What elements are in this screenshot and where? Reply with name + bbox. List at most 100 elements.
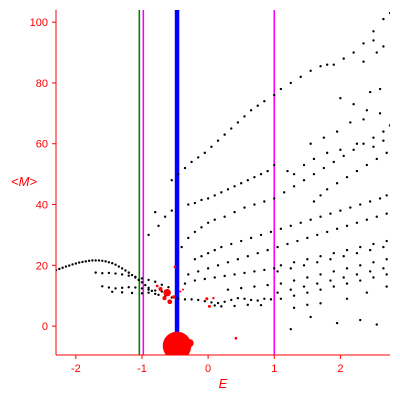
data-point-258	[345, 297, 349, 300]
data-point-224	[342, 255, 345, 258]
highlight-point-13	[181, 288, 185, 291]
data-point-146	[322, 166, 326, 170]
data-point-188	[385, 194, 388, 197]
data-point-154	[312, 200, 316, 203]
data-point-205	[345, 224, 349, 228]
data-point-193	[226, 261, 230, 264]
data-point-114	[256, 104, 259, 107]
data-point-227	[382, 245, 385, 249]
data-point-140	[263, 200, 266, 203]
data-point-182	[329, 212, 332, 215]
data-point-67	[210, 301, 213, 304]
data-point-70	[230, 298, 233, 302]
data-point-257	[319, 302, 322, 305]
highlight-point-1	[162, 331, 192, 355]
data-point-85	[200, 198, 203, 202]
data-point-226	[368, 248, 372, 252]
data-point-165	[365, 109, 369, 112]
data-point-145	[312, 172, 316, 176]
data-point-100	[154, 210, 157, 214]
data-point-91	[239, 182, 243, 185]
data-point-264	[375, 323, 378, 326]
data-point-168	[200, 255, 203, 258]
data-point-111	[236, 121, 240, 124]
y-tick-label: 40	[36, 200, 48, 212]
data-point-202	[316, 233, 319, 237]
data-point-33	[101, 272, 104, 275]
data-point-3	[61, 266, 64, 269]
plot-area	[56, 10, 390, 355]
data-point-125	[352, 51, 355, 54]
data-point-160	[365, 163, 369, 167]
data-point-296	[382, 45, 385, 48]
data-point-151	[372, 136, 375, 139]
data-point-12	[91, 259, 94, 262]
data-point-187	[378, 197, 382, 200]
data-point-248	[306, 291, 309, 294]
data-point-41	[154, 280, 157, 283]
data-point-20	[117, 265, 121, 268]
highlight-point-10	[212, 296, 215, 300]
data-point-131	[187, 236, 190, 240]
data-point-73	[249, 298, 253, 302]
data-point-213	[319, 255, 322, 258]
data-point-232	[332, 270, 335, 273]
data-point-39	[140, 277, 144, 280]
data-point-177	[279, 227, 283, 231]
data-point-141	[273, 197, 276, 200]
data-point-106	[203, 151, 207, 155]
highlight-point-14	[234, 336, 238, 340]
data-point-204	[335, 227, 339, 231]
data-point-115	[263, 99, 266, 103]
data-point-8	[77, 261, 81, 264]
data-point-133	[200, 226, 203, 229]
data-point-89	[226, 188, 230, 191]
data-point-104	[190, 160, 193, 164]
data-point-203	[325, 230, 329, 234]
data-point-174	[249, 236, 253, 240]
data-point-99	[163, 215, 167, 218]
data-point-86	[206, 197, 210, 200]
data-point-222	[316, 261, 319, 264]
data-point-7	[74, 262, 78, 265]
data-point-65	[196, 298, 200, 302]
data-point-48	[127, 286, 130, 289]
data-point-157	[335, 182, 339, 185]
data-point-286	[355, 142, 359, 145]
data-point-49	[134, 286, 137, 289]
data-point-223	[329, 258, 332, 261]
data-point-95	[266, 169, 269, 173]
data-point-183	[339, 209, 342, 212]
data-point-58	[147, 291, 150, 294]
data-point-102	[177, 172, 180, 176]
x-tick-label: 0	[205, 363, 211, 375]
data-point-237	[276, 291, 279, 294]
data-point-195	[246, 255, 250, 258]
data-point-27	[140, 281, 144, 284]
data-point-26	[137, 278, 140, 282]
y-tick-label: 0	[42, 321, 48, 333]
data-point-228	[279, 282, 283, 285]
data-point-269	[213, 276, 216, 279]
data-point-40	[147, 278, 150, 282]
data-point-181	[319, 215, 322, 218]
data-point-72	[243, 297, 246, 300]
data-point-255	[292, 306, 296, 310]
data-point-280	[292, 172, 296, 176]
data-point-163	[339, 96, 342, 100]
data-point-186	[368, 200, 372, 203]
data-point-235	[372, 261, 375, 264]
data-point-201	[306, 236, 309, 240]
y-axis-ticks: 0 20 40 60 80 100	[30, 17, 56, 333]
data-point-185	[359, 203, 362, 206]
data-point-118	[289, 81, 292, 85]
data-point-4	[64, 265, 68, 268]
data-point-150	[362, 142, 365, 145]
data-point-46	[114, 287, 117, 290]
data-point-127	[372, 30, 375, 33]
data-point-178	[289, 224, 292, 228]
data-point-260	[385, 285, 388, 288]
data-point-23	[127, 271, 130, 274]
data-point-56	[130, 291, 134, 295]
data-point-171	[220, 245, 223, 249]
